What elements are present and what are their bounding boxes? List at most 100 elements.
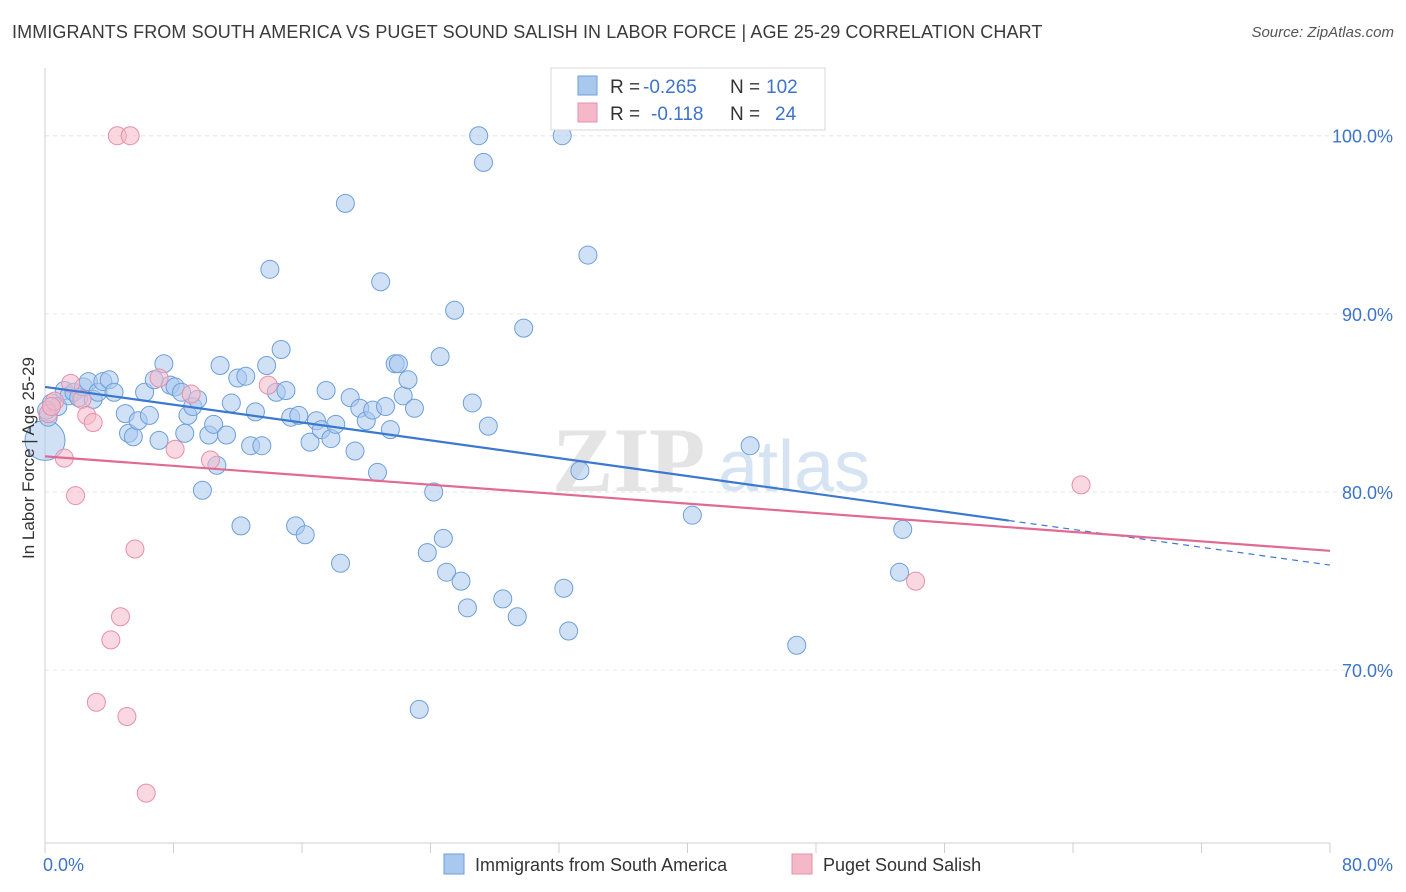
y-tick-label: 70.0% [1342, 661, 1393, 681]
data-point-south-america [175, 423, 195, 443]
y-tick-label: 100.0% [1332, 127, 1393, 147]
data-point-south-america [217, 425, 237, 445]
data-point-south-america [149, 430, 169, 450]
data-point-south-america [276, 380, 296, 400]
data-point-south-america [236, 366, 256, 386]
data-point-south-america [424, 482, 444, 502]
data-point-puget-sound-salish [136, 783, 156, 803]
data-point-puget-sound-salish [165, 439, 185, 459]
data-point-south-america [245, 402, 265, 422]
data-point-south-america [559, 621, 579, 641]
data-point-south-america [682, 505, 702, 525]
data-point-south-america [192, 480, 212, 500]
data-point-south-america [204, 414, 224, 434]
watermark: ZIP atlas [552, 409, 870, 511]
data-point-south-america [345, 441, 365, 461]
legend-r-value-1: -0.265 [643, 77, 697, 98]
legend-n-label-2: N = [730, 104, 760, 125]
data-point-puget-sound-salish [110, 607, 130, 627]
legend-box: R = -0.265 N = 102 R = -0.118 N = 24 [550, 67, 826, 131]
trend-lines [44, 385, 1331, 566]
data-point-puget-sound-salish [41, 397, 61, 417]
data-point-south-america [437, 562, 457, 582]
tick-labels: 100.0% 90.0% 80.0% 70.0% 0.0% 80.0% [43, 127, 1393, 875]
data-point-south-america [316, 380, 336, 400]
data-point-puget-sound-salish [258, 375, 278, 395]
data-point-south-america [139, 405, 159, 425]
data-point-puget-sound-salish [1071, 475, 1091, 495]
data-point-south-america [257, 356, 277, 376]
data-point-puget-sound-salish [66, 486, 86, 506]
data-point-south-america [890, 562, 910, 582]
data-point-south-america [554, 578, 574, 598]
grid-lines [45, 135, 1390, 671]
trend-line-south-america [44, 385, 1009, 522]
data-point-puget-sound-salish [117, 707, 137, 727]
data-point-south-america [740, 436, 760, 456]
trend-line-extension-south-america [1008, 519, 1331, 566]
data-point-puget-sound-salish [200, 450, 220, 470]
data-point-puget-sound-salish [181, 384, 201, 404]
data-point-south-america [478, 416, 498, 436]
series-legend-label-puget-sound: Puget Sound Salish [823, 855, 981, 875]
data-point-south-america [335, 193, 355, 213]
data-points [24, 126, 1091, 803]
data-point-south-america [300, 432, 320, 452]
data-point-south-america [474, 152, 494, 172]
legend-n-label-1: N = [730, 77, 760, 98]
data-point-south-america [469, 126, 489, 146]
data-point-puget-sound-salish [86, 692, 106, 712]
data-point-puget-sound-salish [149, 368, 169, 388]
data-point-south-america [451, 571, 471, 591]
data-point-south-america [433, 528, 453, 548]
legend-n-value-2: 24 [775, 104, 797, 125]
data-point-south-america [331, 553, 351, 573]
data-point-south-america [430, 347, 450, 367]
data-point-south-america [514, 318, 534, 338]
legend-n-value-1: 102 [766, 77, 798, 98]
x-tick-label: 80.0% [1342, 855, 1393, 875]
data-point-south-america [404, 398, 424, 418]
data-point-south-america [457, 598, 477, 618]
data-point-puget-sound-salish [125, 539, 145, 559]
watermark-atlas: atlas [718, 427, 870, 507]
trend-line-puget-sound-salish [44, 455, 1331, 552]
legend-swatch-south-america [577, 75, 598, 96]
data-point-south-america [507, 607, 527, 627]
data-point-south-america [417, 543, 437, 563]
data-point-south-america [104, 382, 124, 402]
data-point-south-america [271, 339, 291, 359]
y-axis-title: In Labor Force | Age 25-29 [19, 357, 38, 559]
legend-swatch-puget-sound [577, 102, 598, 123]
data-point-south-america [123, 427, 143, 447]
data-point-south-america [578, 245, 598, 265]
chart-title: IMMIGRANTS FROM SOUTH AMERICA VS PUGET S… [12, 22, 1043, 42]
series-legend: Immigrants from South America Puget Soun… [443, 853, 981, 875]
data-point-puget-sound-salish [906, 571, 926, 591]
x-tick-label: 0.0% [43, 855, 84, 875]
data-point-south-america [367, 462, 387, 482]
data-point-south-america [388, 354, 408, 374]
data-point-south-america [210, 356, 230, 376]
data-point-south-america [445, 300, 465, 320]
data-point-south-america [376, 397, 396, 417]
data-point-south-america [893, 519, 913, 539]
y-tick-label: 90.0% [1342, 305, 1393, 325]
data-point-puget-sound-salish [101, 630, 121, 650]
series-legend-swatch-puget-sound [791, 853, 813, 875]
data-point-south-america [221, 393, 241, 413]
data-point-south-america [409, 699, 429, 719]
data-point-south-america [326, 414, 346, 434]
legend-r-label-2: R = [610, 104, 640, 125]
data-point-south-america [371, 272, 391, 292]
legend-r-value-2: -0.118 [651, 104, 703, 125]
data-point-south-america [231, 516, 251, 536]
data-point-puget-sound-salish [61, 373, 81, 393]
series-legend-label-south-america: Immigrants from South America [475, 855, 728, 875]
data-point-south-america [462, 393, 482, 413]
data-point-south-america [570, 461, 590, 481]
data-point-puget-sound-salish [120, 126, 140, 146]
y-tick-label: 80.0% [1342, 483, 1393, 503]
series-legend-swatch-south-america [443, 853, 465, 875]
